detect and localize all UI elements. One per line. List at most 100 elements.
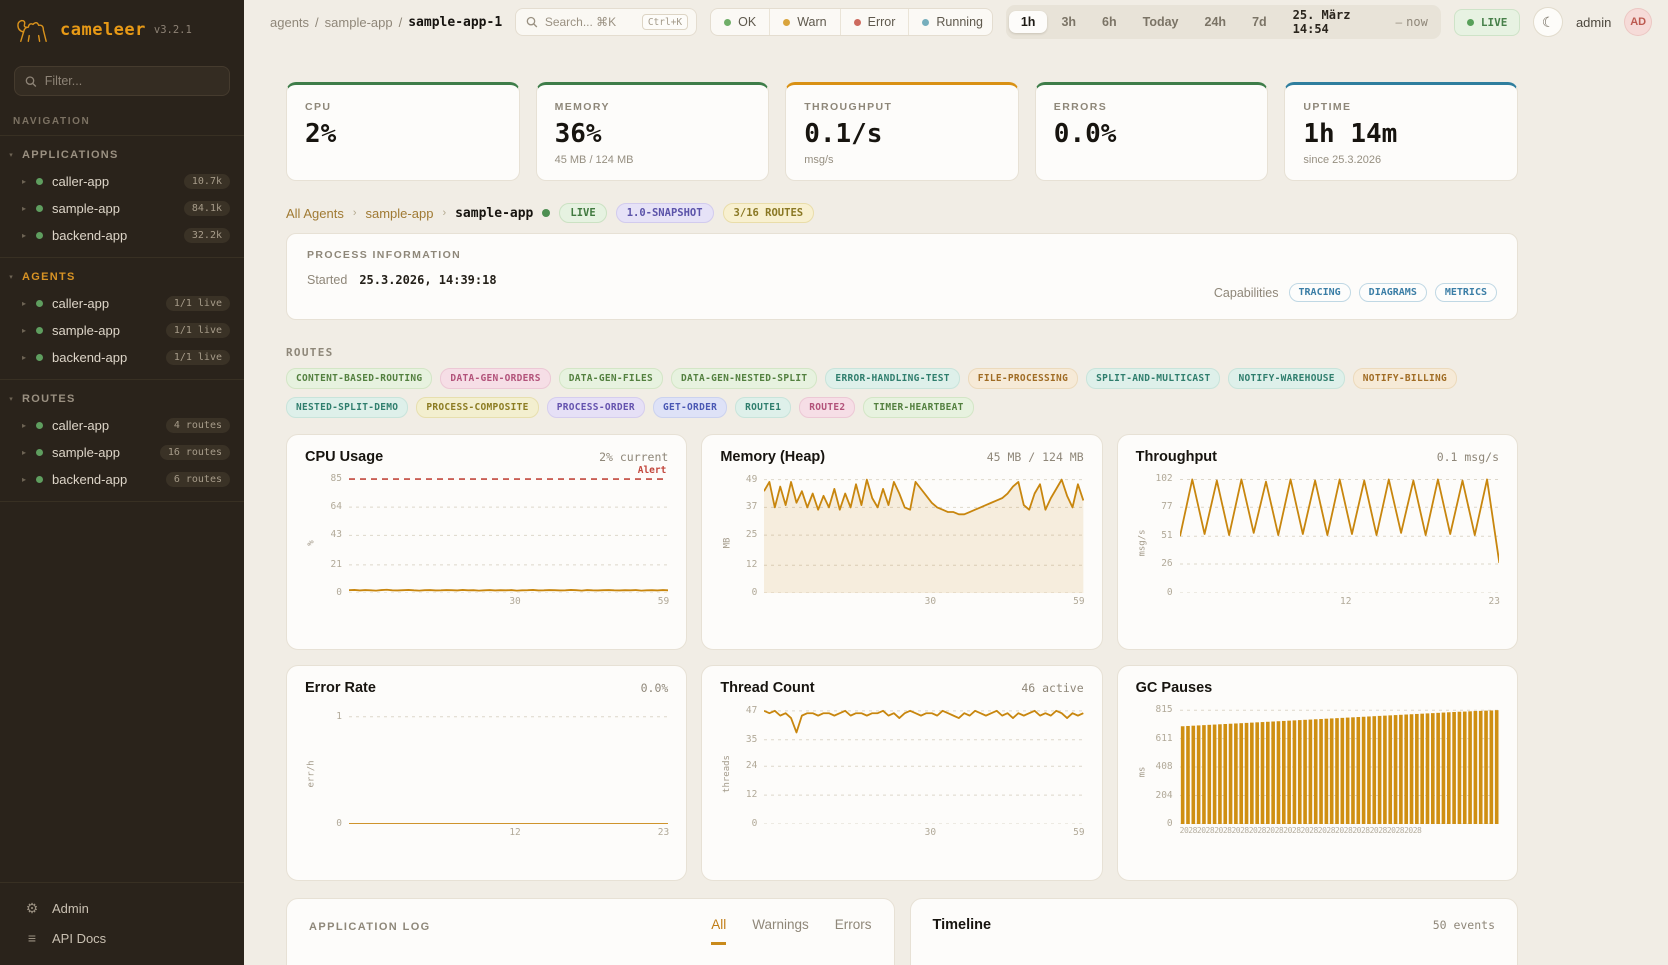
log-tab-all[interactable]: All [711,917,727,945]
status-filter-ok[interactable]: OK [711,9,769,35]
camel-logo-icon [17,19,47,42]
route-chip-notify-billing[interactable]: NOTIFY-BILLING [1352,368,1458,389]
time-range-today[interactable]: Today [1142,15,1179,29]
sidebar-item-badge: 32.2k [183,228,230,243]
route-chip-data-gen-nested-split[interactable]: DATA-GEN-NESTED-SPLIT [671,368,818,389]
chart-ytick-label: 0 [751,818,758,829]
chart-card-gc-pauses: GC Pauses ms 0 204 408 611 815 2028202820282028… [1116,665,1518,881]
route-chip-notify-warehouse[interactable]: NOTIFY-WAREHOUSE [1228,368,1345,389]
time-range-24h[interactable]: 24h [1204,15,1227,29]
breadcrumb-item[interactable]: sample-app [324,14,393,30]
time-range-1h[interactable]: 1h [1008,11,1048,33]
route-chip-error-handling-test[interactable]: ERROR-HANDLING-TEST [825,368,960,389]
sidebar-item-backend-app[interactable]: ▸ backend-app 1/1 live [0,344,244,371]
status-filter-warn[interactable]: Warn [769,9,839,35]
sidebar-item-badge: 10.7k [183,174,230,189]
route-chip-nested-split-demo[interactable]: NESTED-SPLIT-DEMO [286,397,409,418]
time-range-6h[interactable]: 6h [1102,15,1117,29]
live-badge[interactable]: LIVE [1453,8,1521,36]
breadcrumb-item[interactable]: agents [270,14,310,30]
breadcrumb-separator: › [442,207,447,219]
charts-grid: CPU Usage 2% current% 0 21 43 64 85 Alert 30 59 Me… [286,434,1518,881]
route-chip-timer-heartbeat[interactable]: TIMER-HEARTBEAT [863,397,974,418]
sidebar-item-backend-app[interactable]: ▸ backend-app 32.2k [0,222,244,249]
application-log-card: APPLICATION LOG All Warnings Errors [286,898,895,965]
global-search[interactable]: Ctrl+K [515,8,698,36]
chart-ytick-label: 85 [330,473,342,485]
chart-ylabel: err/h [305,706,319,841]
agent-breadcrumb-link[interactable]: All Agents [286,205,344,221]
route-chip-file-processing[interactable]: FILE-PROCESSING [967,368,1079,389]
chart-current-value: 45 MB / 124 MB [986,450,1084,464]
sidebar-item-caller-app[interactable]: ▸ caller-app 4 routes [0,412,244,439]
route-chip-data-gen-files[interactable]: DATA-GEN-FILES [558,368,663,389]
chart-card-error-rate: Error Rate 0.0% err/h 0 1 12 23 [286,665,688,881]
chevron-down-icon: ▾ [9,152,13,159]
status-dot-icon [783,18,791,26]
chart-ytick-label: 77 [1161,501,1173,513]
metric-card-uptime[interactable]: UPTIME 1h 14m since 25.3.2026 [1284,82,1518,181]
chart-plot: 12 23 [1180,475,1500,610]
avatar[interactable]: AD [1624,8,1652,36]
log-tab-errors[interactable]: Errors [834,917,872,932]
agent-breadcrumb-link[interactable]: sample-app [365,205,434,221]
sidebar-item-badge: 1/1 live [165,296,230,311]
sidebar-section-header-applications[interactable]: ▾ APPLICATIONS [0,142,244,168]
chart-xticks: 12 23 [1180,596,1500,610]
sidebar-item-sample-app[interactable]: ▸ sample-app 1/1 live [0,317,244,344]
sidebar-item-caller-app[interactable]: ▸ caller-app 10.7k [0,168,244,195]
search-input[interactable] [544,15,635,29]
route-chip-route2[interactable]: ROUTE2 [799,397,856,418]
process-information-card: PROCESS INFORMATION Started 25.3.2026, 1… [286,233,1518,320]
metric-card-memory[interactable]: MEMORY 36% 45 MB / 124 MB [535,82,770,181]
chart-yticks: 0 21 43 64 85 [319,473,349,610]
chart-ytick-label: 611 [1155,732,1173,744]
status-dot-icon [922,18,930,26]
sidebar-filter[interactable] [14,66,230,96]
chart-header: GC Pauses [1136,680,1499,696]
metric-card-errors[interactable]: ERRORS 0.0% [1034,82,1269,181]
timeline-event-count: 50 events [1432,918,1495,932]
chart-ytick-label: 12 [745,559,758,571]
status-filter-running[interactable]: Running [908,9,991,35]
sidebar-footer-api-docs[interactable]: ≡ API Docs [0,923,244,953]
chevron-down-icon: ▾ [9,396,13,403]
time-range-now[interactable]: now [1406,15,1428,29]
chart-title: Error Rate [305,680,376,696]
filter-input[interactable] [44,74,219,88]
app-logo[interactable]: cameleer v3.2.1 [0,0,244,58]
live-dot-icon [1466,18,1474,26]
route-chip-process-order[interactable]: PROCESS-ORDER [546,397,645,418]
time-range-3h[interactable]: 3h [1061,15,1077,29]
route-chip-split-and-multicast[interactable]: SPLIT-AND-MULTICAST [1086,368,1221,389]
route-chip-get-order[interactable]: GET-ORDER [652,397,728,418]
sidebar-item-backend-app[interactable]: ▸ backend-app 6 routes [0,466,244,493]
metric-label: THROUGHPUT [804,101,893,113]
sidebar-section-header-agents[interactable]: ▾ AGENTS [0,264,244,290]
log-tab-warnings[interactable]: Warnings [752,917,809,932]
time-range-date[interactable]: 25. März 14:54 [1292,8,1351,36]
dark-mode-toggle[interactable]: ☾ [1533,7,1563,37]
sidebar-item-sample-app[interactable]: ▸ sample-app 84.1k [0,195,244,222]
metric-card-throughput[interactable]: THROUGHPUT 0.1/s msg/s [785,82,1019,181]
sidebar-footer: ⚙ Admin ≡ API Docs [0,882,244,965]
status-dot-icon [853,18,861,26]
metric-label: ERRORS [1053,101,1108,113]
status-dot-icon [36,178,43,185]
metric-card-cpu[interactable]: CPU 2% [286,82,520,181]
route-chip-process-composite[interactable]: PROCESS-COMPOSITE [416,397,539,418]
sidebar-item-sample-app[interactable]: ▸ sample-app 16 routes [0,439,244,466]
route-chip-content-based-routing[interactable]: CONTENT-BASED-ROUTING [286,368,433,389]
status-filter-group: OK Warn Error Running [710,8,993,36]
time-range-7d[interactable]: 7d [1252,15,1267,29]
chart-card-throughput: Throughput 0.1 msg/s msg/s 0 26 51 77 102 12 23 [1116,434,1518,650]
status-filter-error[interactable]: Error [839,9,909,35]
route-chip-data-gen-orders[interactable]: DATA-GEN-ORDERS [440,368,551,389]
route-chip-route1[interactable]: ROUTE1 [735,397,792,418]
chart-plot: 12 23 [349,706,669,841]
sidebar-footer-admin[interactable]: ⚙ Admin [0,893,244,923]
sidebar-section-header-routes[interactable]: ▾ ROUTES [0,386,244,412]
sidebar-item-caller-app[interactable]: ▸ caller-app 1/1 live [0,290,244,317]
capabilities-row: Capabilities TRACING DIAGRAMS METRICS [1214,283,1497,302]
chart-ytick-label: 0 [751,587,758,598]
